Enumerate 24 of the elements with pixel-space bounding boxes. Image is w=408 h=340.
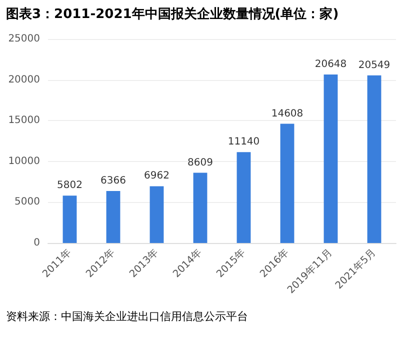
data-label: 6962 bbox=[144, 170, 170, 182]
bar bbox=[150, 186, 164, 243]
y-tick-label: 5000 bbox=[14, 196, 40, 208]
bar bbox=[62, 196, 77, 243]
y-tick-label: 15000 bbox=[8, 115, 40, 126]
text: 资料来源：中国海关企业进出口信用信息公示平台 bbox=[5, 309, 249, 325]
bar bbox=[367, 75, 382, 243]
data-label: 11140 bbox=[228, 136, 260, 148]
chart-title: 图表3：2011-2021年中国报关企业数量情况(单位：家) bbox=[5, 6, 340, 24]
y-tick-label: 0 bbox=[34, 238, 40, 248]
y-tick-label: 25000 bbox=[8, 34, 40, 44]
bar bbox=[280, 124, 294, 243]
y-tick-label: 10000 bbox=[8, 156, 40, 167]
y-tick-label: 20000 bbox=[8, 74, 40, 86]
bar bbox=[193, 172, 208, 243]
data-label: 20549 bbox=[358, 60, 390, 71]
data-label: 6366 bbox=[100, 176, 126, 187]
data-label: 14608 bbox=[271, 108, 304, 120]
bar bbox=[324, 74, 338, 243]
bar bbox=[106, 191, 120, 243]
bar bbox=[236, 152, 251, 243]
data-label: 20648 bbox=[314, 59, 347, 70]
data-label: 8609 bbox=[188, 157, 213, 168]
data-label: 5802 bbox=[57, 180, 82, 192]
